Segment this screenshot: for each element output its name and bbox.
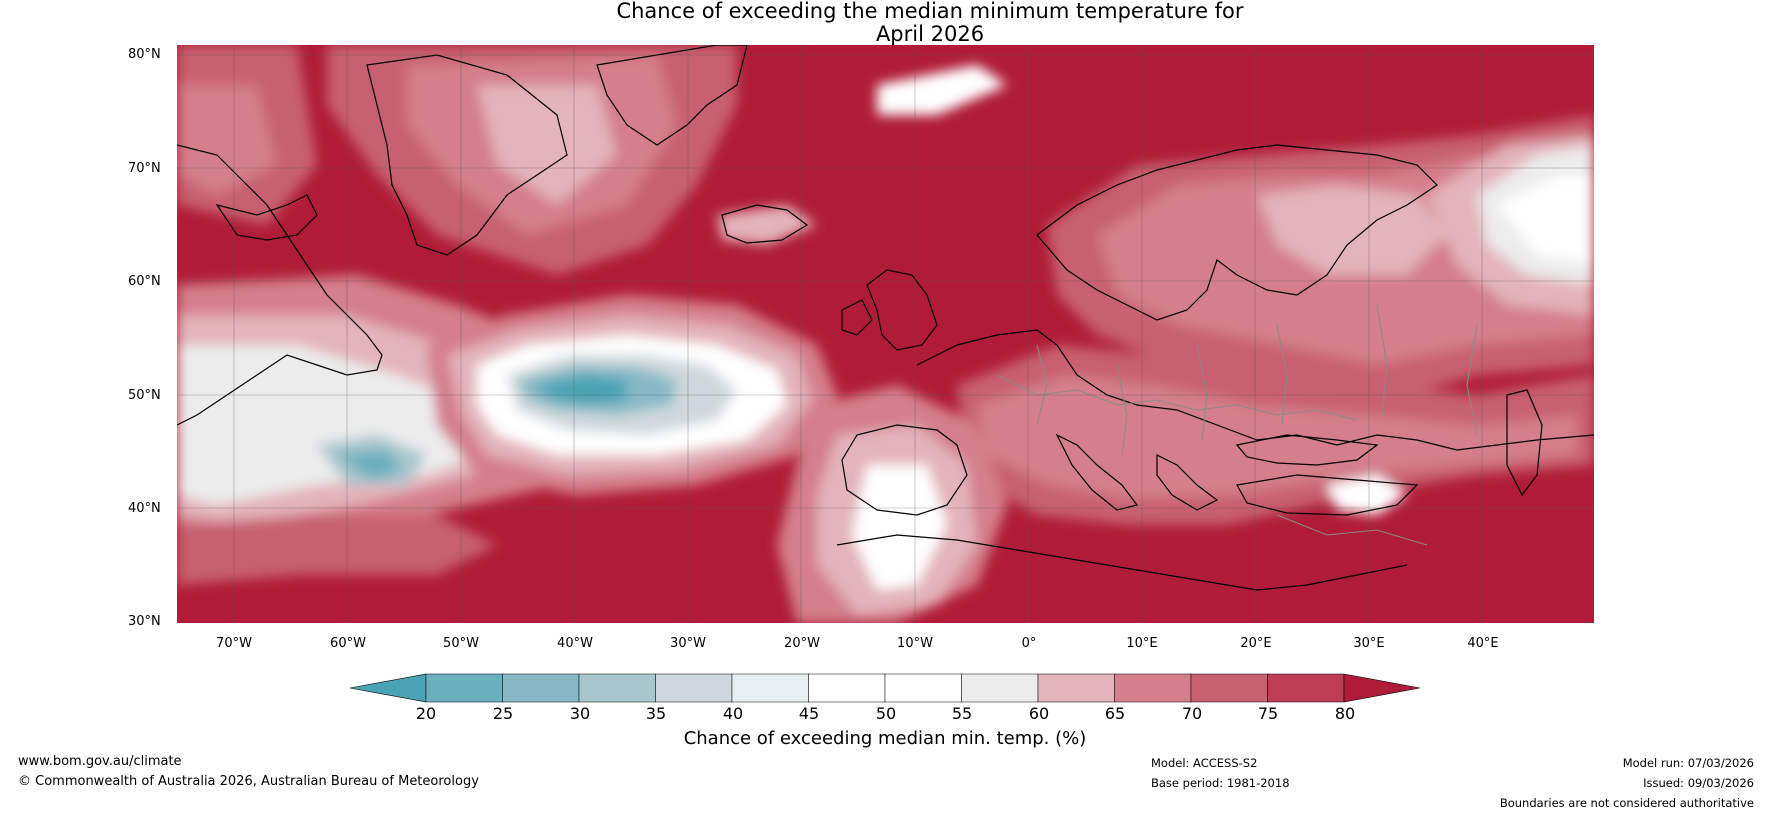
issued-date: Issued: 09/03/2026 (1643, 776, 1754, 790)
colorbar-segment (731, 673, 809, 703)
colorbar-segment (1114, 673, 1192, 703)
map-title: Chance of exceeding the median minimum t… (0, 0, 1770, 46)
colorbar-extend-low (350, 673, 427, 703)
colorbar-segment (578, 673, 656, 703)
colorbar-tick-20: 20 (415, 704, 437, 723)
colorbar-segment (884, 673, 962, 703)
lon-label-10w: 10°W (897, 636, 933, 651)
lat-label-30n: 30°N (128, 614, 161, 629)
probability-map (177, 45, 1594, 623)
lon-label-30e: 30°E (1353, 636, 1385, 651)
model-run: Model run: 07/03/2026 (1622, 756, 1754, 770)
lon-label-10e: 10°E (1126, 636, 1158, 651)
colorbar-segment (425, 673, 503, 703)
colorbar-segment (808, 673, 886, 703)
model-name: Model: ACCESS-S2 (1151, 756, 1258, 770)
colorbar-segment (1267, 673, 1345, 703)
colorbar-extend-high (1343, 673, 1420, 703)
lon-label-60w: 60°W (330, 636, 366, 651)
title-line-1: Chance of exceeding the median minimum t… (616, 0, 1244, 23)
disclaimer: Boundaries are not considered authoritat… (1499, 796, 1754, 810)
colorbar-tick-75: 75 (1257, 704, 1279, 723)
colorbar-label: Chance of exceeding median min. temp. (%… (683, 728, 1087, 749)
lon-label-40w: 40°W (557, 636, 593, 651)
colorbar-segment (655, 673, 733, 703)
lon-label-70w: 70°W (216, 636, 252, 651)
lon-label-40e: 40°E (1467, 636, 1499, 651)
probability-field (177, 45, 1594, 623)
lat-label-80n: 80°N (128, 47, 161, 62)
colorbar-segment (1037, 673, 1115, 703)
colorbar-tick-25: 25 (492, 704, 514, 723)
colorbar-tick-65: 65 (1104, 704, 1126, 723)
lon-label-20e: 20°E (1240, 636, 1272, 651)
colorbar-segment (1190, 673, 1268, 703)
colorbar-tick-60: 60 (1028, 704, 1050, 723)
colorbar-tick-35: 35 (645, 704, 667, 723)
coastlines (177, 45, 1594, 591)
colorbar-tick-45: 45 (798, 704, 820, 723)
title-line-2: April 2026 (875, 22, 985, 46)
colorbar-segment (502, 673, 580, 703)
lon-label-50w: 50°W (443, 636, 479, 651)
lat-label-40n: 40°N (128, 501, 161, 516)
lon-label-20w: 20°W (784, 636, 820, 651)
base-period: Base period: 1981-2018 (1151, 776, 1290, 790)
colorbar-tick-30: 30 (569, 704, 591, 723)
lat-label-70n: 70°N (128, 161, 161, 176)
footer-url[interactable]: www.bom.gov.au/climate (18, 754, 182, 769)
colorbar-tick-55: 55 (951, 704, 973, 723)
colorbar-tick-80: 80 (1334, 704, 1356, 723)
graticule (177, 45, 1594, 623)
colorbar-segment (961, 673, 1039, 703)
colorbar-tick-70: 70 (1181, 704, 1203, 723)
lon-label-0: 0° (1021, 636, 1037, 651)
colorbar-tick-50: 50 (875, 704, 897, 723)
colorbar-tick-40: 40 (722, 704, 744, 723)
lat-label-50n: 50°N (128, 388, 161, 403)
lat-label-60n: 60°N (128, 274, 161, 289)
footer-copyright: © Commonwealth of Australia 2026, Austra… (18, 774, 479, 789)
map-canvas (177, 45, 1594, 623)
colorbar (350, 673, 1420, 703)
lon-label-30w: 30°W (670, 636, 706, 651)
